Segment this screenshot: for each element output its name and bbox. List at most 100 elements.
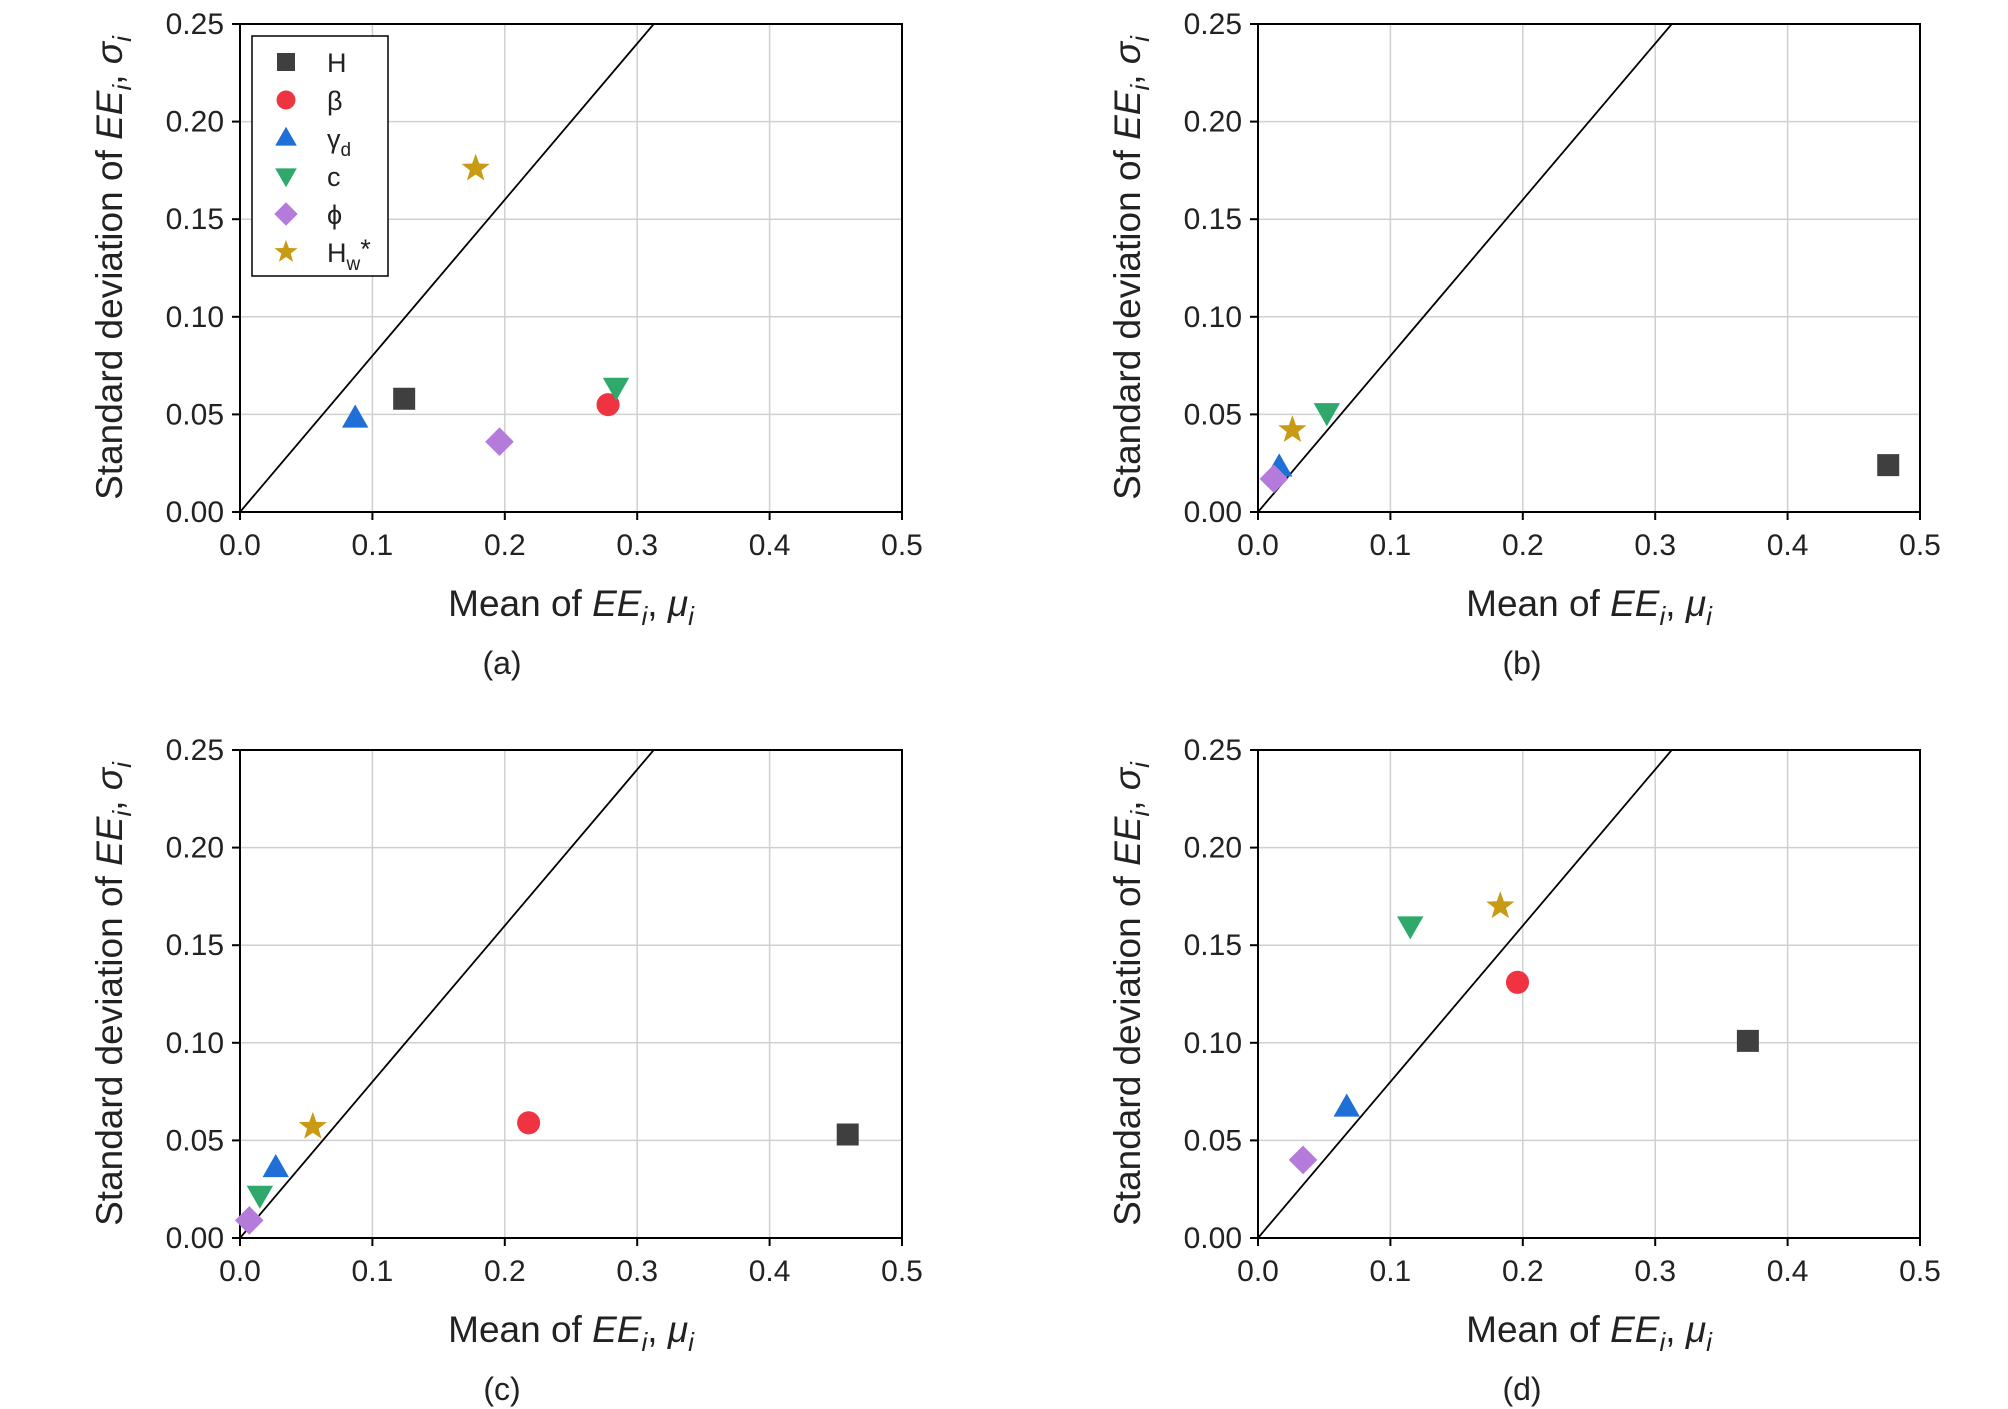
y-tick-label: 0.15 xyxy=(166,929,224,962)
x-tick-label: 0.0 xyxy=(1237,1255,1279,1288)
y-axis-label-sub: i xyxy=(107,84,137,91)
legend-label: γd xyxy=(327,124,351,161)
y-axis-label-sep: , xyxy=(1107,64,1148,85)
x-tick-label: 0.3 xyxy=(616,529,658,562)
y-tick-label: 0.15 xyxy=(166,203,224,236)
x-tick-label: 0.5 xyxy=(1899,1255,1941,1288)
x-axis-label-sub: i xyxy=(1659,1327,1666,1357)
y-tick-label: 0.00 xyxy=(1184,496,1242,529)
y-axis-label-prefix: Standard deviation of xyxy=(1107,140,1148,500)
y-axis-label-sep: , xyxy=(89,64,130,85)
x-axis-label: Mean of EEi, μi xyxy=(1466,583,1713,631)
panel-label: (d) xyxy=(1502,1371,1541,1407)
x-tick-label: 0.1 xyxy=(1370,529,1412,562)
x-tick-label: 0.4 xyxy=(1767,1255,1809,1288)
x-axis-label-symbol: μ xyxy=(667,1309,688,1350)
y-tick-label: 0.10 xyxy=(166,301,224,334)
y-tick-label: 0.25 xyxy=(166,734,224,767)
legend-marker-triangle-up xyxy=(275,126,297,146)
x-axis-label-symbol-sub: i xyxy=(688,1327,695,1357)
y-axis-label-sub: i xyxy=(107,810,137,817)
data-point-triangle-down xyxy=(1397,916,1424,940)
y-tick-label: 0.20 xyxy=(166,106,224,139)
legend-marker-diamond xyxy=(274,202,298,226)
y-axis-label-ee: EE xyxy=(1107,815,1148,866)
y-axis-label: Standard deviation of EEi, σi xyxy=(89,35,137,500)
x-tick-label: 0.0 xyxy=(219,1255,261,1288)
legend-label: ϕ xyxy=(327,200,342,230)
data-point-star xyxy=(1278,415,1307,443)
data-point-triangle-up xyxy=(1333,1093,1360,1117)
data-point-star xyxy=(298,1111,327,1139)
plot-frame xyxy=(1257,749,1921,1239)
y-tick-label: 0.15 xyxy=(1184,203,1242,236)
legend-label-suffix: * xyxy=(360,234,371,264)
y-axis-label-prefix: Standard deviation of xyxy=(89,866,130,1226)
x-axis-label-symbol-sub: i xyxy=(1706,601,1713,631)
data-point-triangle-down xyxy=(246,1185,274,1209)
data-point-triangle-up xyxy=(341,404,369,428)
legend-box xyxy=(251,35,389,277)
data-point-diamond xyxy=(234,1206,264,1235)
x-axis-label-ee: EE xyxy=(1610,583,1661,624)
x-tick-label: 0.2 xyxy=(1502,529,1544,562)
y-tick-label: 0.00 xyxy=(1184,1222,1242,1255)
x-tick-label: 0.4 xyxy=(749,1255,791,1288)
data-point-circle xyxy=(596,393,620,417)
x-axis-label-symbol: μ xyxy=(1685,1309,1706,1350)
x-tick-label: 0.1 xyxy=(352,529,394,562)
x-axis-label-symbol-sub: i xyxy=(688,601,695,631)
chart-panel-4: 0.0 0.1 0.2 0.3 0.4 0.5 0.00 0.05 0.10 0.15 0.20 0.… xyxy=(1107,734,1941,1407)
x-tick-label: 0.0 xyxy=(1237,529,1279,562)
y-axis-label-ee: EE xyxy=(89,89,130,140)
legend-label: H xyxy=(327,48,347,78)
y-tick-label: 0.05 xyxy=(166,1124,224,1157)
chart-panel-3: 0.0 0.1 0.2 0.3 0.4 0.5 0.00 0.05 0.10 0.15 0.20 0.… xyxy=(89,734,923,1407)
y-axis-label-sep: , xyxy=(1107,790,1148,811)
x-axis-label-symbol: μ xyxy=(667,583,688,624)
y-tick-label: 0.20 xyxy=(1184,106,1242,139)
x-axis-label-ee: EE xyxy=(592,1309,643,1350)
x-axis-label-sep: , xyxy=(1665,1309,1686,1350)
y-tick-label: 0.20 xyxy=(1184,832,1242,865)
plot-frame xyxy=(1257,23,1921,513)
x-axis-label-sep: , xyxy=(647,1309,668,1350)
y-axis-label-symbol: σ xyxy=(1107,766,1148,790)
y-axis-label-symbol: σ xyxy=(89,40,130,64)
y-axis-label-prefix: Standard deviation of xyxy=(89,140,130,500)
x-axis-label: Mean of EEi, μi xyxy=(448,583,695,631)
reference-line xyxy=(240,24,655,512)
x-tick-label: 0.0 xyxy=(219,529,261,562)
y-axis-label-symbol-sub: i xyxy=(1125,761,1155,768)
data-point-square xyxy=(1736,1029,1759,1052)
x-tick-label: 0.1 xyxy=(352,1255,394,1288)
y-tick-label: 0.05 xyxy=(1184,398,1242,431)
x-tick-label: 0.3 xyxy=(1634,529,1676,562)
data-point-square xyxy=(393,387,416,410)
legend-label-text: γ xyxy=(327,124,341,154)
x-tick-label: 0.1 xyxy=(1370,1255,1412,1288)
y-axis-label-symbol: σ xyxy=(1107,40,1148,64)
x-tick-label: 0.3 xyxy=(616,1255,658,1288)
x-tick-label: 0.2 xyxy=(1502,1255,1544,1288)
legend-label-sub: w xyxy=(346,254,361,275)
data-point-triangle-down xyxy=(602,377,630,401)
x-tick-label: 0.2 xyxy=(484,529,526,562)
panel-label: (c) xyxy=(483,1371,520,1407)
reference-line xyxy=(1258,750,1673,1238)
y-axis-label-symbol: σ xyxy=(89,766,130,790)
x-axis-label: Mean of EEi, μi xyxy=(1466,1309,1713,1357)
legend-marker-triangle-down xyxy=(275,168,297,188)
legend-label: c xyxy=(327,162,341,192)
legend-label: Hw* xyxy=(327,234,371,275)
data-point-diamond xyxy=(1288,1145,1318,1175)
y-tick-label: 0.10 xyxy=(1184,301,1242,334)
legend-marker-square xyxy=(277,53,295,71)
data-point-triangle-down xyxy=(1313,403,1341,427)
x-axis-label-prefix: Mean of xyxy=(448,583,592,624)
data-point-square xyxy=(1877,454,1900,477)
data-point-triangle-up xyxy=(262,1153,289,1178)
plot-frame xyxy=(239,23,903,513)
y-axis-label-sep: , xyxy=(89,790,130,811)
